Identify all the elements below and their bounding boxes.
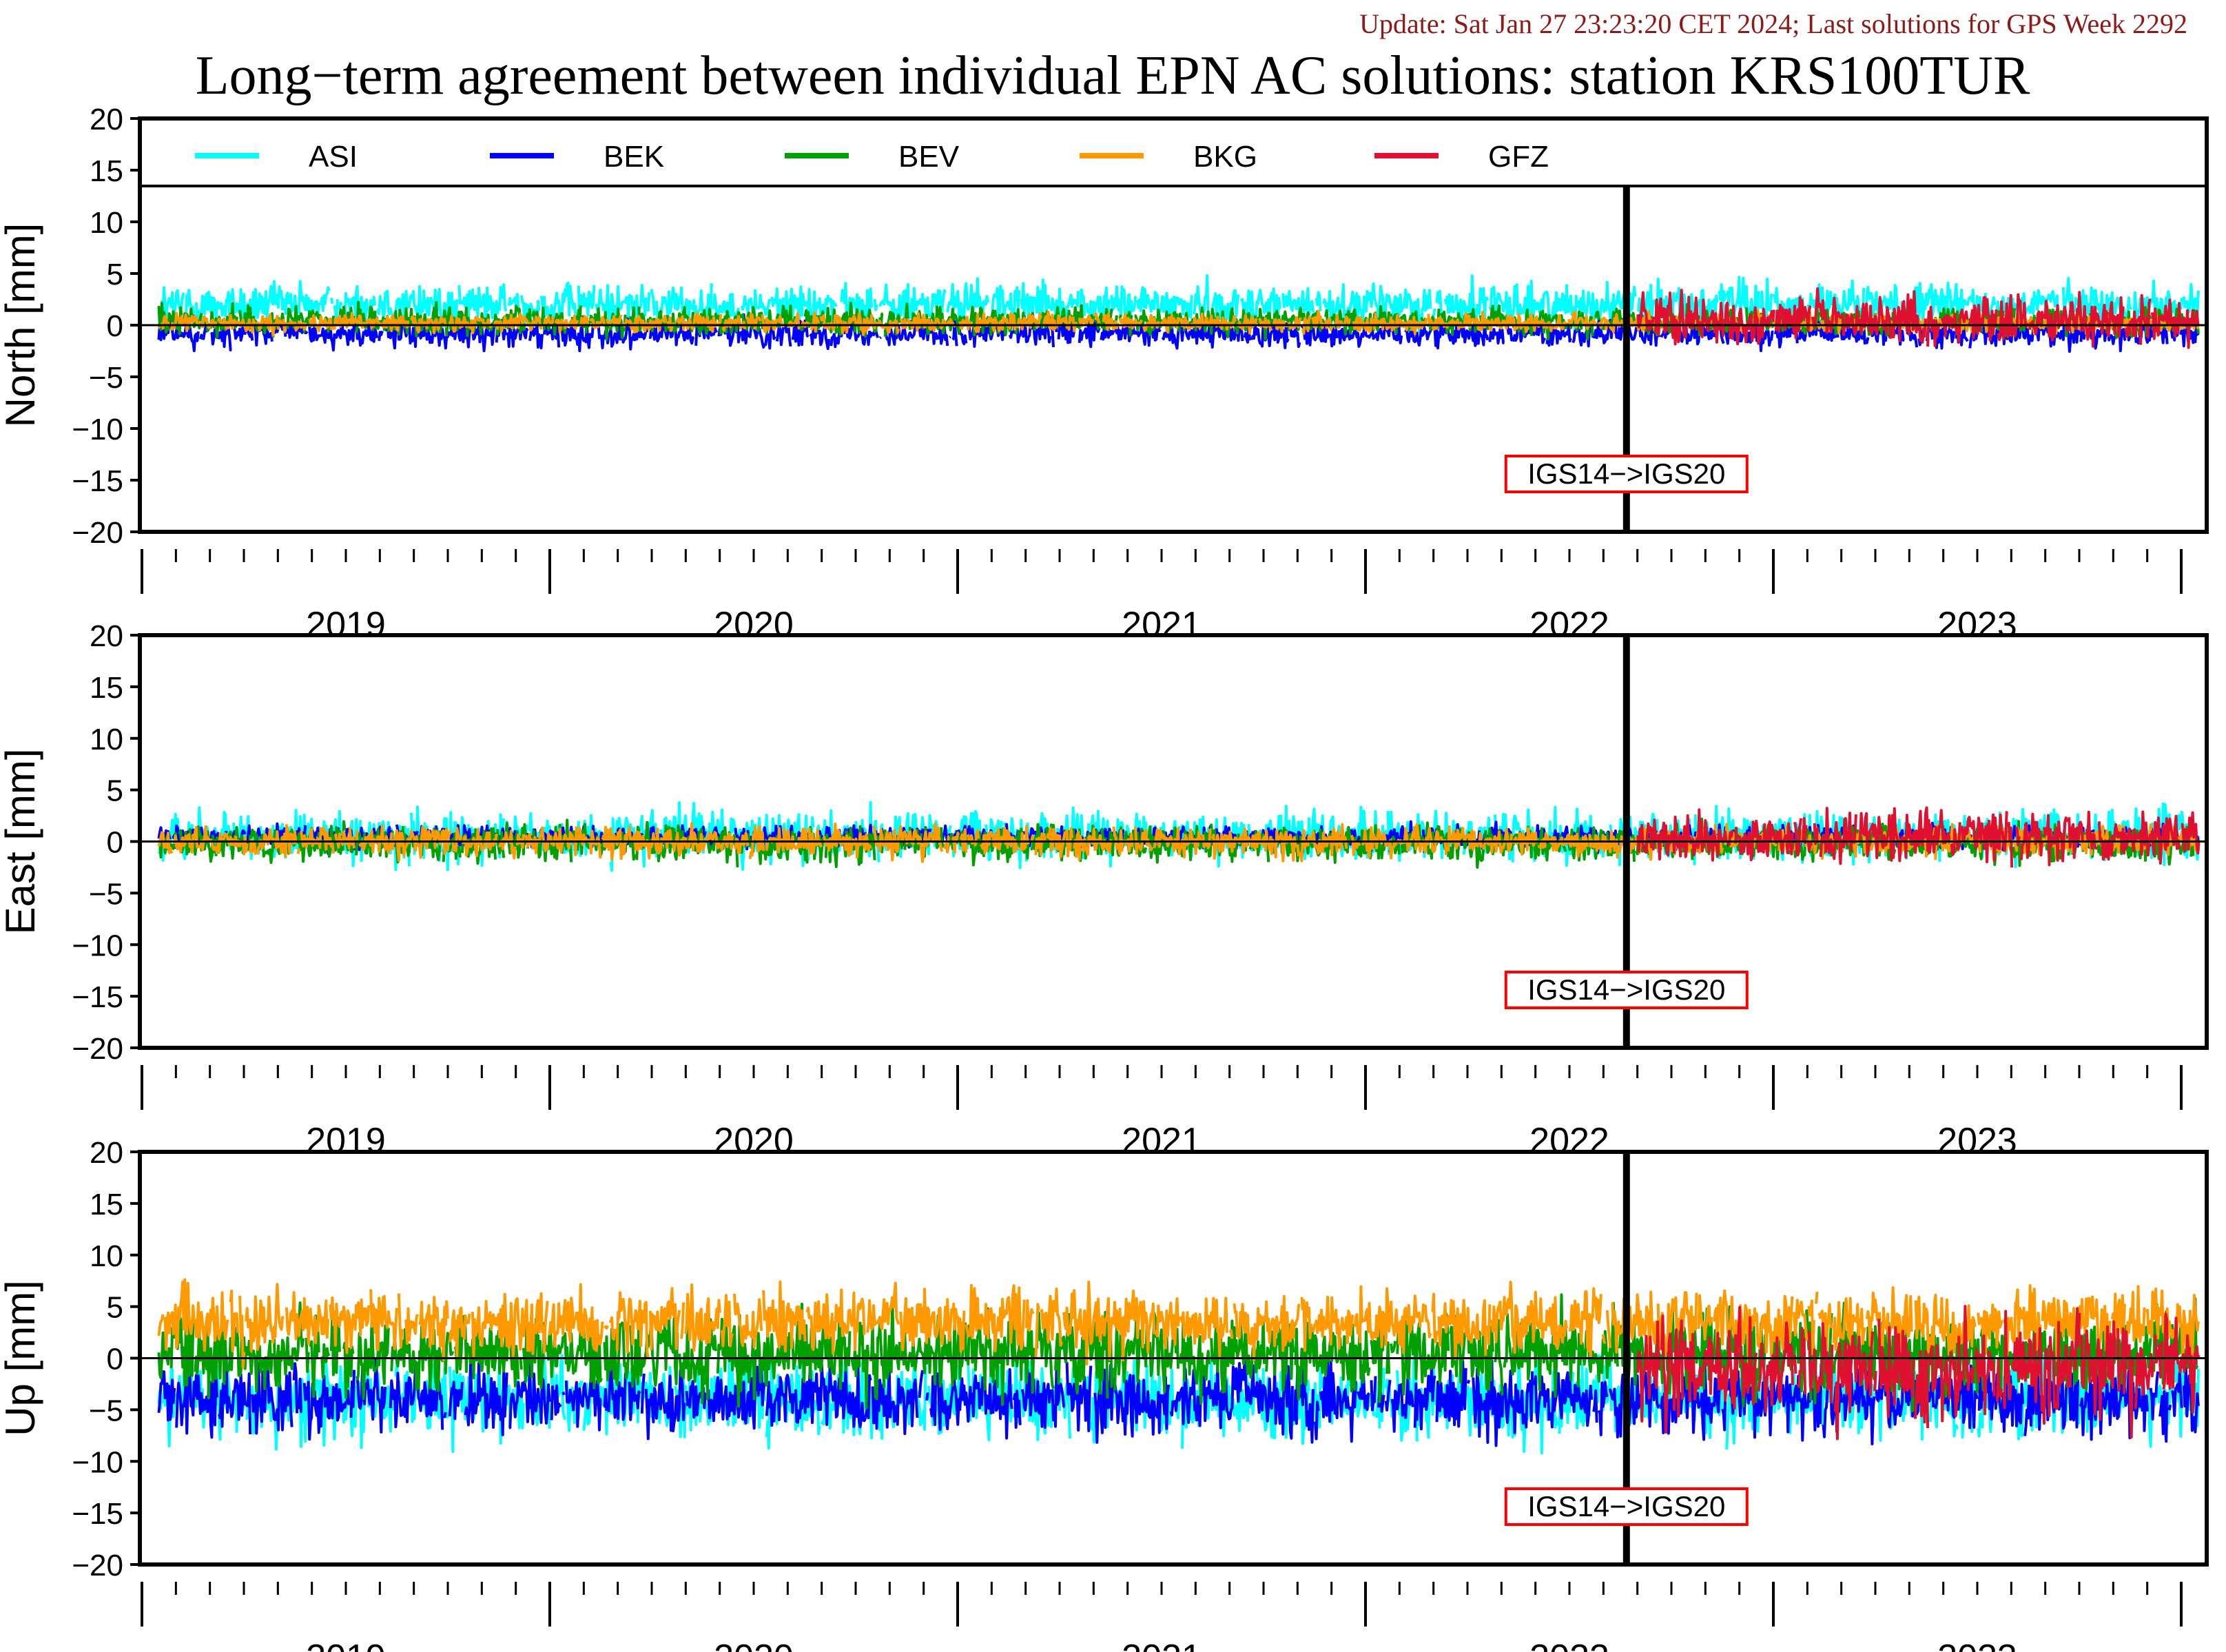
x-tick-label: 2023 [1937,1121,2017,1161]
x-tick-label: 2021 [1122,605,1202,645]
panel-up: IGS14−>IGS20 20 15 10 5 0 −5 −10 −15 −20 Up [mm] 20… [0,1136,2209,1652]
y-tick-label: −5 [89,1394,123,1427]
frame-change-label: IGS14−>IGS20 [1527,457,1725,490]
series-line-gfz [1636,1305,2201,1441]
legend-label-asi: ASI [309,140,358,174]
chart-title: Long−term agreement between individual E… [196,45,2030,106]
y-tick-label: 20 [90,619,123,653]
y-tick-label: −5 [89,361,123,395]
series-line-bek [157,1350,2200,1447]
x-tick-label: 2022 [1529,1638,1609,1652]
y-tick-label: 5 [107,258,123,291]
frame-change-label: IGS14−>IGS20 [1527,1490,1725,1522]
legend-label-gfz: GFZ [1488,140,1549,174]
frame-change-box [1504,455,1749,493]
panels: IGS14−>IGS20 ASI BEK BEV BKG GFZ 20 15 10 5 0 −5 −10… [0,103,2209,1652]
y-tick-label: 10 [90,206,123,240]
y-tick-label: −5 [89,877,123,911]
update-text: Update: Sat Jan 27 23:23:20 CET 2024; La… [1359,8,2187,39]
x-tick-label: 2019 [306,1638,386,1652]
panel-north: IGS14−>IGS20 ASI BEK BEV BKG GFZ 20 15 10 5 0 −5 −10… [0,103,2209,645]
y-axis-label: Up [mm] [0,1280,43,1436]
x-tick-label: 2020 [714,605,794,645]
x-tick-label: 2021 [1122,1121,1202,1161]
legend-label-bkg: BKG [1193,140,1257,174]
y-tick-label: 0 [107,1343,123,1376]
legend-label-bev: BEV [898,140,960,174]
y-tick-label: 0 [107,826,123,860]
legend-box [138,117,2208,187]
legend: ASI BEK BEV BKG GFZ [138,117,2208,187]
y-tick-label: −20 [72,516,123,550]
y-tick-label: −20 [72,1549,123,1582]
x-tick-label: 2022 [1529,605,1609,645]
x-tick-label: 2021 [1122,1638,1202,1652]
x-tick-label: 2023 [1937,1638,2017,1652]
series-group [159,801,2199,872]
frame-change-label: IGS14−>IGS20 [1527,973,1725,1006]
y-tick-label: 5 [107,774,123,808]
panel-east: IGS14−>IGS20 20 15 10 5 0 −5 −10 −15 −20 East [mm]… [0,619,2209,1161]
x-tick-label: 2019 [306,1121,386,1161]
x-tick-label: 2019 [306,605,386,645]
x-axis: 2019 2020 2021 2022 2023 [141,1065,2183,1161]
x-tick-label: 2023 [1937,605,2017,645]
y-tick-label: 15 [90,671,123,705]
x-tick-label: 2020 [714,1121,794,1161]
y-tick-label: 0 [107,309,123,343]
y-axis-label: North [mm] [0,223,43,428]
x-tick-label: 2020 [714,1638,794,1652]
x-axis: 2019 2020 2021 2022 2023 [141,549,2183,645]
y-tick-label: −15 [72,464,123,498]
y-tick-label: −10 [72,1445,123,1479]
y-tick-label: 5 [107,1291,123,1325]
series-line-bkg [157,1278,2200,1370]
y-axis-label: East [mm] [0,748,43,934]
y-tick-label: 10 [90,723,123,756]
frame-change-box [1504,1487,1749,1526]
y-tick-label: −15 [72,1497,123,1531]
legend-label-bek: BEK [604,140,664,174]
x-tick-label: 2022 [1529,1121,1609,1161]
y-tick-label: −20 [72,1032,123,1066]
x-axis: 2019 2020 2021 2022 2023 [141,1582,2183,1652]
y-tick-label: 10 [90,1239,123,1273]
y-tick-label: 15 [90,1188,123,1221]
frame-change-box [1504,971,1749,1009]
y-tick-label: 20 [90,1136,123,1170]
y-tick-label: 15 [90,154,123,188]
y-tick-label: −10 [72,413,123,446]
y-tick-label: −10 [72,929,123,962]
y-tick-label: −15 [72,980,123,1014]
y-tick-label: 20 [90,103,123,136]
